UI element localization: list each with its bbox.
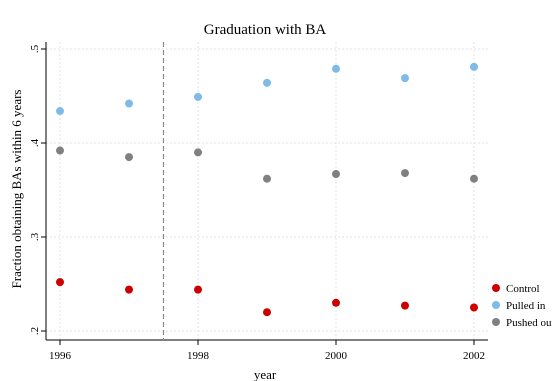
legend-marker-pulled-in	[492, 301, 500, 309]
x-axis-label: year	[254, 367, 277, 381]
data-point-pushed-out	[332, 170, 340, 179]
legend: Control Pulled in Pushed out	[492, 283, 552, 329]
data-point-control	[56, 278, 64, 287]
data-point-pulled-in	[470, 62, 478, 71]
plot-area: .2 .3 .4 .5 1996 1998 2000 2002	[29, 42, 488, 362]
x-tick-label: 2000	[325, 350, 348, 362]
data-point-pulled-in	[56, 107, 64, 116]
x-tick-label: 2002	[463, 350, 485, 362]
chart-title: Graduation with BA	[204, 22, 327, 38]
y-tick-label: .5	[29, 44, 41, 53]
x-tick-label: 1998	[187, 350, 210, 362]
data-point-pulled-in	[125, 99, 133, 108]
data-point-pushed-out	[56, 146, 64, 155]
data-point-pushed-out	[470, 174, 478, 183]
legend-marker-pushed-out	[492, 318, 500, 326]
data-point-control	[470, 303, 478, 312]
data-point-control	[125, 285, 133, 294]
data-point-pulled-in	[332, 64, 340, 73]
legend-marker-control	[492, 284, 500, 292]
data-point-pulled-in	[401, 74, 409, 83]
y-tick-label: .4	[29, 138, 41, 147]
legend-label-pushed-out: Pushed out	[506, 317, 552, 329]
data-point-pushed-out	[125, 153, 133, 162]
data-point-pushed-out	[401, 169, 409, 178]
data-point-pulled-in	[194, 92, 202, 101]
data-point-control	[194, 285, 202, 294]
data-point-pushed-out	[194, 148, 202, 157]
data-point-control	[263, 308, 271, 317]
legend-label-control: Control	[506, 283, 540, 295]
y-tick-label: .3	[29, 232, 41, 241]
y-tick-label: .2	[29, 327, 41, 335]
y-axis-label: Fraction obtaining BAs within 6 years	[9, 90, 24, 289]
data-point-pushed-out	[263, 174, 271, 183]
data-point-pulled-in	[263, 78, 271, 87]
legend-label-pulled-in: Pulled in	[506, 300, 546, 312]
data-point-control	[401, 301, 409, 310]
data-point-control	[332, 298, 340, 307]
x-tick-label: 1996	[49, 350, 72, 362]
